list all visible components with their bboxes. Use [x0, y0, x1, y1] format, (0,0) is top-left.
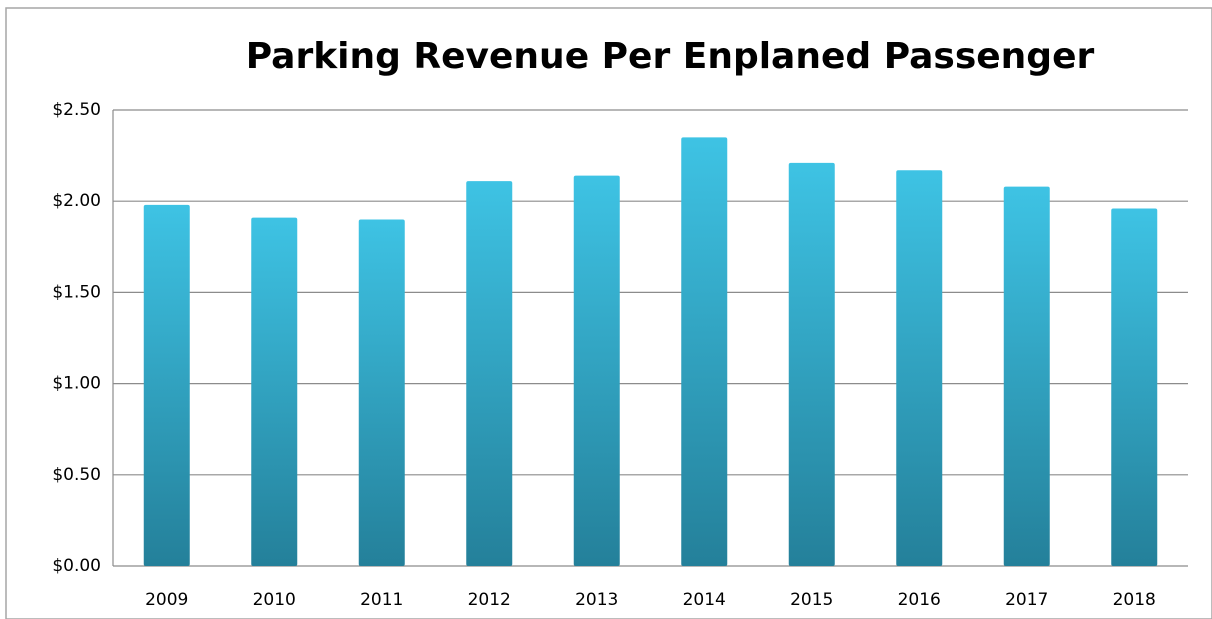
y-tick-label: $1.00: [52, 374, 101, 394]
bar: [573, 175, 620, 566]
bar: [143, 204, 190, 566]
x-tick-label: 2012: [468, 590, 511, 610]
y-tick-label: $2.50: [52, 100, 101, 120]
bar: [251, 217, 298, 566]
x-tick-label: 2016: [898, 590, 941, 610]
bar: [896, 170, 943, 566]
bar: [788, 162, 835, 566]
bar: [358, 219, 405, 566]
x-tick-label: 2009: [145, 590, 188, 610]
x-tick-label: 2017: [1005, 590, 1048, 610]
bar: [1003, 186, 1050, 566]
y-tick-label: $0.00: [52, 556, 101, 576]
bar: [1111, 208, 1158, 566]
chart-title: Parking Revenue Per Enplaned Passenger: [246, 36, 1095, 77]
y-tick-label: $1.50: [52, 282, 101, 302]
x-tick-label: 2013: [575, 590, 618, 610]
bar: [466, 181, 513, 567]
x-tick-label: 2011: [360, 590, 403, 610]
y-tick-label: $2.00: [52, 191, 101, 211]
x-tick-label: 2015: [790, 590, 833, 610]
bar: [681, 137, 728, 567]
x-tick-label: 2018: [1113, 590, 1156, 610]
x-tick-label: 2010: [253, 590, 296, 610]
y-tick-label: $0.50: [52, 465, 101, 485]
x-tick-label: 2014: [683, 590, 726, 610]
